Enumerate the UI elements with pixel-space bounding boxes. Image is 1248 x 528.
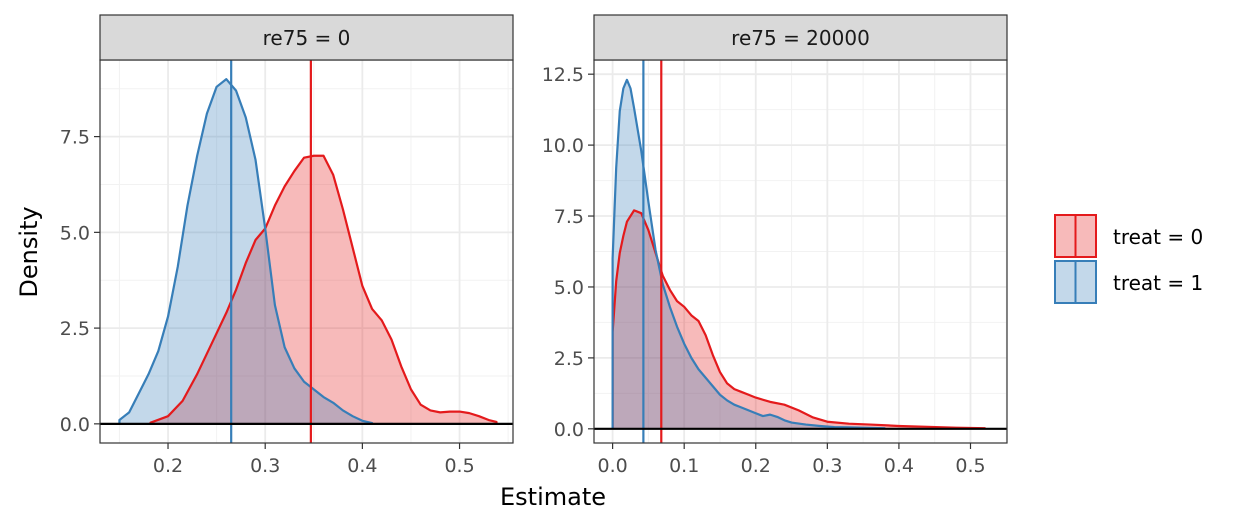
legend-key-treat-1 <box>1054 260 1097 304</box>
y-tick-label: 7.5 <box>60 127 90 149</box>
strip-label: re75 = 0 <box>263 26 351 50</box>
x-tick-label: 0.0 <box>598 455 628 477</box>
legend-label-treat-1: treat = 1 <box>1113 271 1203 295</box>
density-areas <box>611 78 986 430</box>
density-fill-treat1 <box>119 79 373 424</box>
x-tick-label: 0.4 <box>884 455 914 477</box>
density-fill-treat0 <box>612 210 985 429</box>
legend: treat = 0 treat = 1 <box>1054 214 1203 304</box>
y-tick-label: 5.0 <box>554 277 584 299</box>
strip-background <box>593 14 1008 61</box>
y-tick-label: 5.0 <box>60 222 90 244</box>
panel-re75-20000: 0.0 0.1 0.2 0.3 0.4 0.5 0.0 2.5 5.0 7.5 10.0 12.5 r… <box>542 14 1008 477</box>
density-line-treat0 <box>149 154 498 424</box>
y-tick-label: 12.5 <box>542 64 584 86</box>
x-tick-label: 0.5 <box>444 455 474 477</box>
strip-background <box>99 14 514 61</box>
strip-label: re75 = 20000 <box>731 26 870 50</box>
density-areas <box>118 78 498 425</box>
density-line-treat0 <box>611 209 986 430</box>
axis-ticks: 0.2 0.3 0.4 0.5 0.0 2.5 5.0 7.5 <box>60 127 475 477</box>
y-tick-label: 2.5 <box>554 348 584 370</box>
legend-key-treat-0 <box>1054 214 1097 258</box>
x-tick-label: 0.5 <box>955 455 985 477</box>
density-fill-treat1 <box>612 79 885 429</box>
y-tick-label: 0.0 <box>60 414 90 436</box>
y-tick-label: 7.5 <box>554 206 584 228</box>
y-axis-title: Density <box>15 206 43 297</box>
density-line-treat1 <box>611 78 886 430</box>
x-axis-title: Estimate <box>500 483 606 511</box>
axis-ticks: 0.0 0.1 0.2 0.3 0.4 0.5 0.0 2.5 5.0 7.5 10.0 12.5 <box>542 64 986 477</box>
legend-label-treat-0: treat = 0 <box>1113 225 1203 249</box>
x-tick-label: 0.2 <box>741 455 771 477</box>
mean-lines <box>230 60 312 443</box>
mean-lines <box>642 60 663 443</box>
y-tick-label: 10.0 <box>542 135 584 157</box>
density-line-treat1 <box>118 78 374 425</box>
x-tick-label: 0.4 <box>347 455 377 477</box>
density-fill-treat0 <box>150 155 497 424</box>
x-tick-label: 0.3 <box>812 455 842 477</box>
y-tick-label: 0.0 <box>554 419 584 441</box>
x-tick-label: 0.2 <box>153 455 183 477</box>
panel-re75-0: 0.2 0.3 0.4 0.5 0.0 2.5 5.0 7.5 re75 = 0 <box>60 14 514 477</box>
x-tick-label: 0.1 <box>669 455 699 477</box>
y-tick-label: 2.5 <box>60 318 90 340</box>
x-tick-label: 0.3 <box>250 455 280 477</box>
